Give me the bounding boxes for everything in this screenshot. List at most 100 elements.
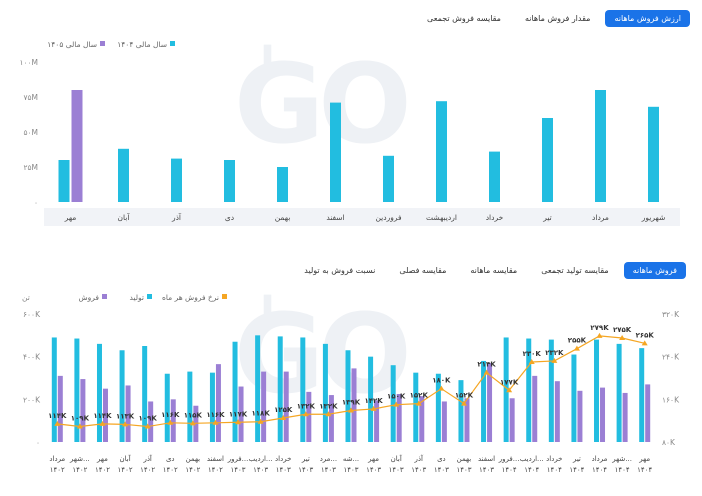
sales-bar-13	[351, 368, 357, 442]
bottom-tab-1[interactable]: مقایسه تولید تجمعی	[541, 266, 609, 275]
production-bar-0	[51, 337, 57, 442]
bar-1404-3	[224, 160, 235, 202]
x-tick-month-2: مهر	[96, 455, 108, 463]
production-bar-5	[164, 373, 170, 442]
x-tick-year-22: ۱۴۰۴	[547, 466, 562, 474]
x-tick-year-9: ۱۴۰۳	[253, 466, 268, 474]
x-tick-month-13: شه...	[343, 455, 359, 463]
x-tick-month-3: آبان	[119, 454, 131, 463]
x-tick-year-19: ۱۴۰۳	[479, 466, 494, 474]
x-tick-year-10: ۱۴۰۳	[276, 466, 291, 474]
sales-rate-label-17: ۱۸۰K	[432, 377, 451, 385]
x-tick-month-6: بهمن	[186, 455, 201, 463]
sales-rate-point-18	[460, 400, 467, 406]
production-bar-18	[458, 380, 464, 442]
sales-rate-label-7: ۱۱۶K	[206, 411, 225, 419]
sales-bar-8	[238, 386, 244, 442]
x-axis-band	[44, 208, 680, 226]
x-tick-year-17: ۱۴۰۳	[434, 466, 449, 474]
sales-rate-label-18: ۱۵۲K	[455, 392, 474, 400]
bottom-tab-3[interactable]: مقایسه فصلی	[399, 266, 447, 275]
sales-rate-label-26: ۲۶۵K	[636, 331, 655, 339]
sales-bar-9	[261, 371, 267, 442]
x-tick-label-1: آبان	[118, 212, 131, 222]
x-tick-year-25: ۱۴۰۴	[615, 466, 630, 474]
sales-rate-label-12: ۱۳۲K	[319, 402, 338, 410]
production-bar-19	[481, 360, 487, 442]
bottom-tab-0[interactable]: فروش ماهانه	[623, 262, 686, 279]
bar-1404-5	[330, 102, 341, 202]
production-bar-21	[526, 338, 532, 442]
sales-bar-16	[419, 396, 425, 442]
production-bar-25	[616, 343, 622, 442]
top-tab-1[interactable]: مقدار فروش ماهانه	[524, 14, 591, 23]
y-tick-label-2: ۵۰M	[23, 128, 38, 137]
sales-rate-point-19	[483, 369, 490, 375]
x-tick-year-7: ۱۴۰۲	[208, 466, 223, 474]
production-bar-22	[548, 339, 554, 442]
x-tick-month-5: دی	[166, 455, 175, 463]
production-bar-2	[96, 343, 102, 442]
bottom-tab-2[interactable]: مقایسه ماهانه	[470, 266, 518, 275]
bar-1404-0	[58, 160, 70, 202]
top-tab-2[interactable]: مقایسه فروش تجمعی	[427, 14, 501, 23]
sales-rate-label-5: ۱۱۶K	[161, 411, 180, 419]
legend2-swatch-0	[222, 294, 227, 299]
production-bar-24	[594, 339, 600, 442]
sales-rate-point-4	[144, 423, 151, 429]
legend2-label-2: فروش	[78, 293, 99, 302]
sales-rate-label-15: ۱۵۰K	[387, 393, 406, 401]
sales-rate-point-8	[235, 419, 242, 425]
x-tick-label-3: دی	[225, 213, 234, 222]
legend-label-1: سال مالی ۱۴۰۵	[47, 40, 97, 49]
sales-rate-point-2	[99, 420, 106, 426]
sales-rate-label-0: ۱۱۴K	[48, 412, 67, 420]
x-tick-year-5: ۱۴۰۲	[163, 466, 178, 474]
sales-rate-label-24: ۲۷۹K	[590, 324, 609, 332]
sales-rate-label-14: ۱۴۲K	[364, 397, 383, 405]
x-tick-month-24: مرداد	[592, 455, 608, 463]
production-bar-9	[255, 335, 261, 442]
x-tick-year-13: ۱۴۰۳	[343, 466, 358, 474]
sales-bar-0	[57, 375, 63, 442]
y-left-tick-3: ۶۰۰K	[23, 310, 41, 319]
x-tick-month-22: خرداد	[546, 455, 562, 463]
sales-bar-15	[396, 394, 402, 442]
sales-rate-point-16	[415, 400, 422, 406]
x-tick-month-23: تیر	[572, 455, 581, 463]
sales-rate-point-14	[370, 405, 377, 411]
sales-rate-label-2: ۱۱۴K	[93, 412, 112, 420]
sales-rate-label-1: ۱۰۹K	[71, 415, 90, 423]
sales-rate-label-10: ۱۲۵K	[274, 406, 293, 414]
production-bar-3	[119, 350, 125, 442]
production-bar-6	[187, 371, 193, 442]
x-tick-year-16: ۱۴۰۳	[411, 466, 426, 474]
sales-bar-3	[125, 385, 131, 442]
y-right-tick-1: ۱۶۰K	[662, 395, 680, 404]
x-tick-label-6: فروردین	[375, 213, 402, 222]
sales-rate-point-11	[302, 411, 309, 417]
x-tick-year-23: ۱۴۰۴	[569, 466, 584, 474]
sales-bar-1	[80, 379, 86, 442]
sales-rate-label-19: ۲۱۴K	[477, 361, 496, 369]
x-tick-year-4: ۱۴۰۲	[140, 466, 155, 474]
x-tick-label-7: اردیبهشت	[426, 213, 457, 222]
top-tab-0[interactable]: ارزش فروش ماهانه	[605, 10, 690, 27]
bottom-tab-4[interactable]: نسبت فروش به تولید	[304, 266, 376, 275]
production-bar-14	[368, 356, 374, 442]
sales-rate-label-3: ۱۱۳K	[116, 412, 135, 420]
legend2-swatch-2	[102, 294, 107, 299]
x-tick-month-26: مهر	[638, 455, 650, 463]
legend-swatch-0	[170, 41, 175, 46]
sales-rate-point-12	[325, 411, 332, 417]
x-tick-year-1: ۱۴۰۲	[72, 466, 87, 474]
sales-rate-point-6	[189, 420, 196, 426]
sales-rate-label-22: ۲۳۲K	[545, 349, 564, 357]
x-tick-month-19: اسفند	[478, 455, 495, 463]
sales-rate-point-13	[348, 407, 354, 413]
bar-1405-0	[71, 90, 83, 202]
y-tick-label-3: ۷۵M	[23, 93, 38, 102]
x-tick-month-20: فرور...	[498, 455, 520, 463]
production-bar-4	[142, 346, 148, 442]
x-tick-month-25: شهر...	[611, 455, 632, 463]
